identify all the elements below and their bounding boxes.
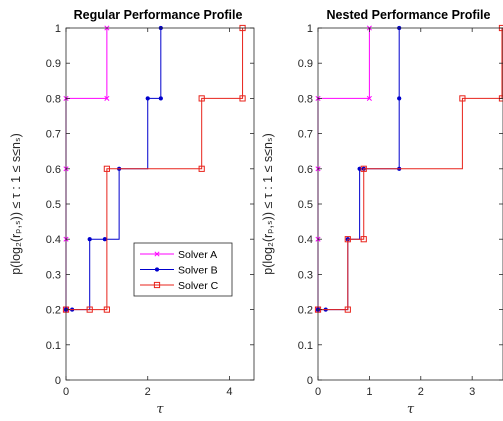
y-tick-label: 0.8 — [46, 93, 61, 105]
marker-dot-3 — [102, 237, 107, 242]
series-line — [318, 28, 503, 311]
y-tick-label: 0.5 — [46, 199, 61, 211]
chart-panels: Regular Performance Profile 0 0.1 0.2 0.3 0.4… — [9, 8, 503, 417]
marker-square-3 — [360, 236, 367, 243]
y-tick-label: 0.4 — [46, 234, 61, 246]
y-tick-label: 0.9 — [298, 58, 313, 70]
y-tick-label: 0.6 — [46, 164, 61, 176]
legend-label: Solver A — [178, 249, 217, 261]
y-axis-label: p(log₂(rₚ,ₛ)) ≤ τ : 1 ≤ s≤nₛ) — [261, 133, 275, 275]
x-tick-label: 1 — [366, 386, 372, 398]
y-axis-label: p(log₂(rₚ,ₛ)) ≤ τ : 1 ≤ s≤nₛ) — [9, 133, 23, 275]
y-tick-label: 0.5 — [298, 199, 313, 211]
x-tick-label: 3 — [469, 386, 475, 398]
marker-square-6 — [239, 95, 246, 102]
legend-label: Solver C — [178, 280, 219, 292]
marker-square-1 — [86, 306, 93, 313]
chart-panel-2: Nested Performance Profile 0 0.1 0.2 0.3 0.4 0… — [261, 8, 503, 417]
marker-square-3 — [103, 165, 110, 172]
legend-entry-solver-a: Solver A — [140, 249, 217, 261]
marker-dot-6 — [397, 96, 402, 101]
y-tick-label: 0.8 — [298, 93, 313, 105]
marker-square-5 — [198, 95, 205, 102]
marker-dot-6 — [158, 96, 163, 101]
y-tick-label: 0.2 — [46, 305, 61, 317]
y-tick-label: 1 — [55, 23, 61, 35]
chart-panel-1: Regular Performance Profile 0 0.1 0.2 0.3 0.4… — [9, 8, 255, 417]
y-tick-label: 0 — [55, 375, 61, 387]
chart-title: Regular Performance Profile — [74, 8, 243, 22]
legend: Solver A Solver B Solver C — [133, 242, 233, 297]
marker-square-5 — [459, 95, 466, 102]
marker-square-4 — [198, 165, 205, 172]
marker-square-4 — [360, 165, 367, 172]
legend-label: Solver B — [178, 265, 218, 277]
y-tick-label: 0.3 — [298, 269, 313, 281]
marker-x-legend — [154, 251, 160, 257]
marker-square-2 — [344, 236, 351, 243]
y-tick-label: 0.7 — [46, 129, 61, 141]
marker-x-4 — [366, 95, 372, 101]
y-tick-label: 0.7 — [298, 129, 313, 141]
x-tick-label: 0 — [63, 386, 69, 398]
y-tick-label: 0.9 — [46, 58, 61, 70]
legend-entry-solver-b: Solver B — [140, 265, 218, 277]
marker-square-1 — [344, 306, 351, 313]
y-tick-label: 0.4 — [298, 234, 313, 246]
y-tick-label: 0 — [307, 375, 313, 387]
x-tick-label: 2 — [418, 386, 424, 398]
marker-x-4 — [104, 95, 110, 101]
marker-dot-legend — [154, 267, 160, 272]
x-tick-label: 4 — [226, 386, 232, 398]
legend-entry-solver-c: Solver C — [140, 280, 219, 292]
y-tick-label: 0.2 — [298, 305, 313, 317]
marker-dot-5 — [145, 96, 150, 101]
marker-dot-2 — [87, 237, 92, 242]
x-tick-label: 0 — [315, 386, 321, 398]
y-tick-label: 0.3 — [46, 269, 61, 281]
y-tick-label: 0.1 — [298, 340, 313, 352]
x-axis-label: τ — [407, 402, 415, 417]
x-tick-label: 2 — [145, 386, 151, 398]
marker-square-2 — [103, 306, 110, 313]
y-tick-label: 0.1 — [46, 340, 61, 352]
y-tick-label: 0.6 — [298, 164, 313, 176]
chart-title: Nested Performance Profile — [327, 8, 491, 22]
x-axis-label: τ — [156, 402, 164, 417]
marker-square-legend — [153, 281, 161, 289]
y-tick-label: 1 — [307, 23, 313, 35]
